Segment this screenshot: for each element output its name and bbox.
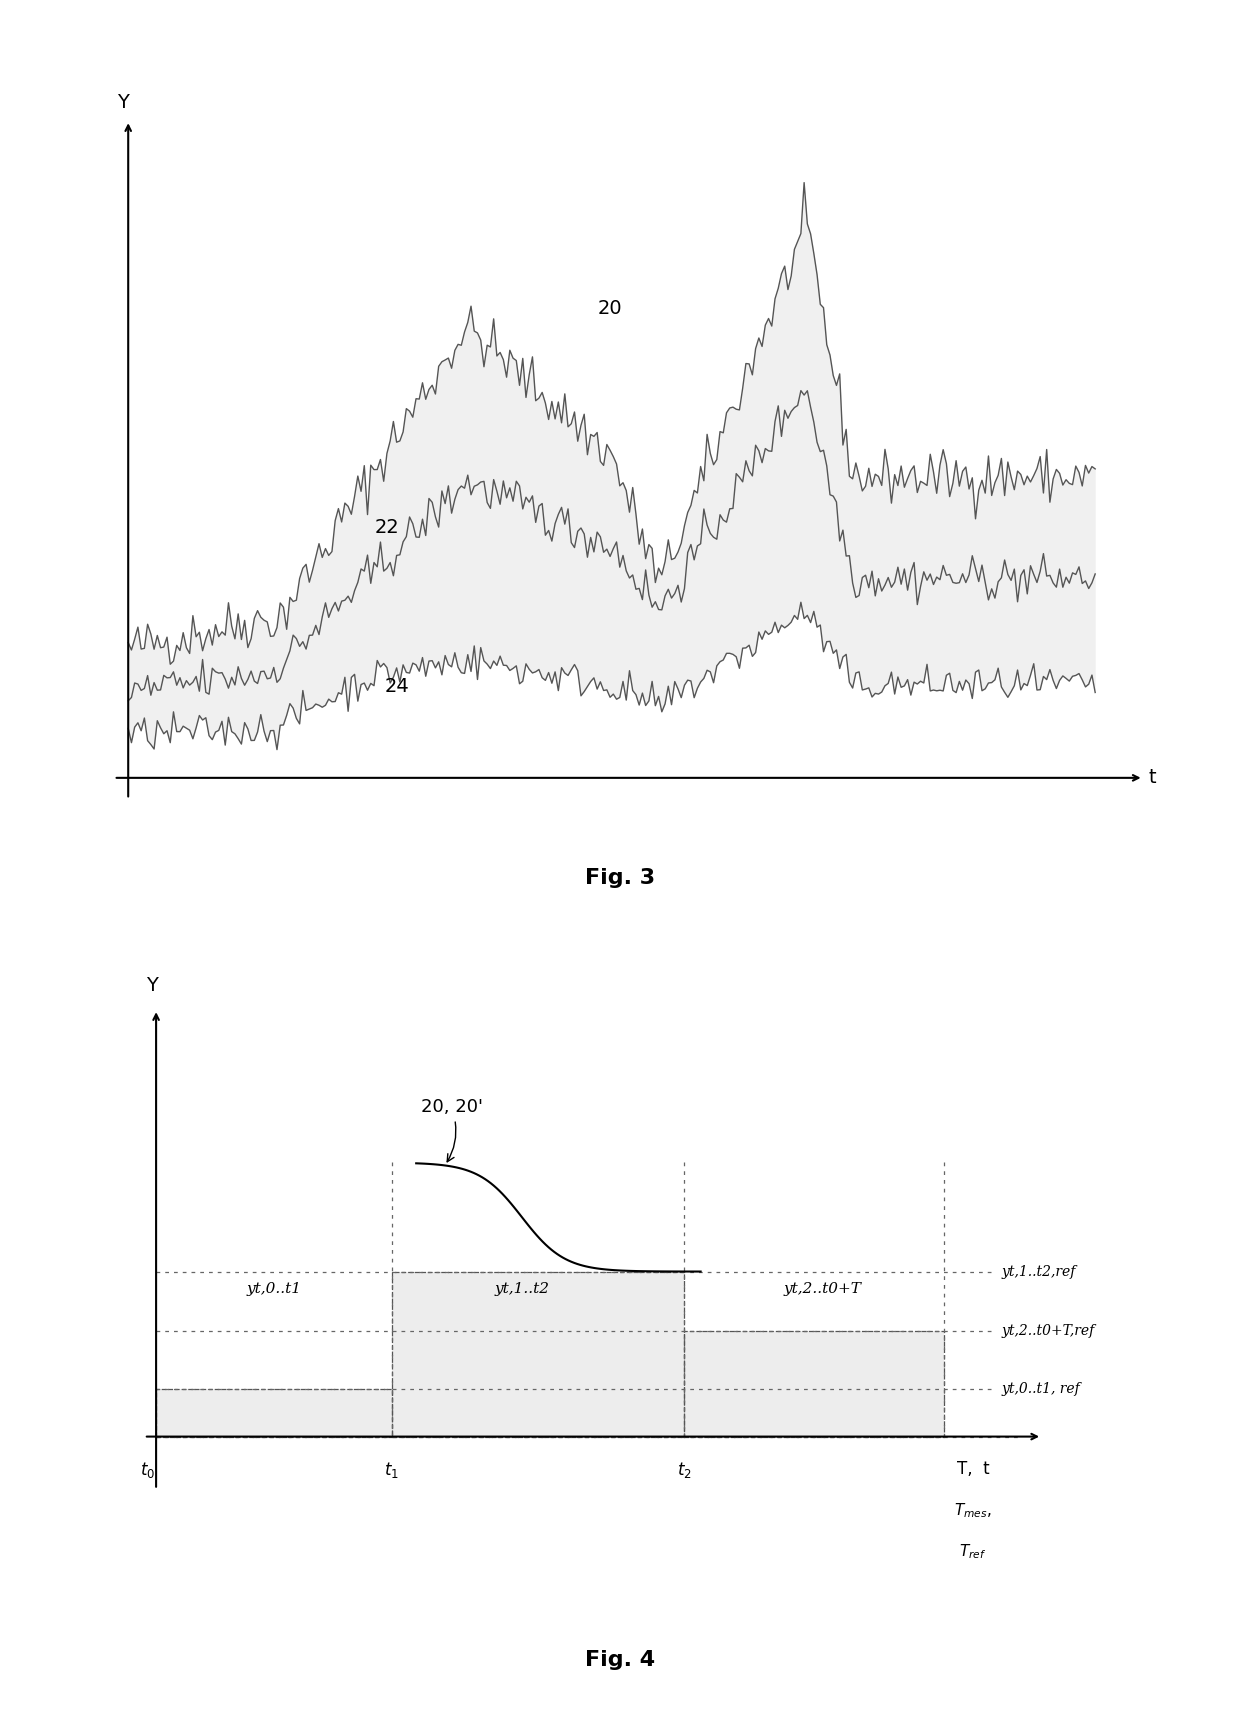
Text: 20: 20 [598,299,621,318]
Text: yt,2..t0+T: yt,2..t0+T [784,1282,862,1296]
Text: $t_0$: $t_0$ [140,1459,155,1480]
Text: $T_{ref}$: $T_{ref}$ [960,1542,987,1561]
Text: yt,1..t2,ref: yt,1..t2,ref [1002,1265,1076,1279]
Text: $t_1$: $t_1$ [384,1459,399,1480]
Text: Y: Y [118,93,129,112]
Text: Fig. 4: Fig. 4 [585,1650,655,1671]
Text: 24: 24 [384,677,409,696]
Text: yt,2..t0+T,ref: yt,2..t0+T,ref [1002,1324,1095,1337]
Text: $t_2$: $t_2$ [677,1459,692,1480]
Text: yt,0..t1, ref: yt,0..t1, ref [1002,1382,1080,1396]
Text: t: t [1148,768,1156,787]
Text: 20, 20': 20, 20' [420,1098,482,1162]
Text: yt,0..t1: yt,0..t1 [247,1282,301,1296]
Text: T,  t: T, t [956,1459,990,1478]
Text: Fig. 3: Fig. 3 [585,868,655,889]
Text: yt,1..t2: yt,1..t2 [495,1282,549,1296]
Text: Y: Y [146,976,157,995]
Text: $T_{mes}$,: $T_{mes}$, [954,1501,992,1520]
Text: 22: 22 [374,517,399,536]
